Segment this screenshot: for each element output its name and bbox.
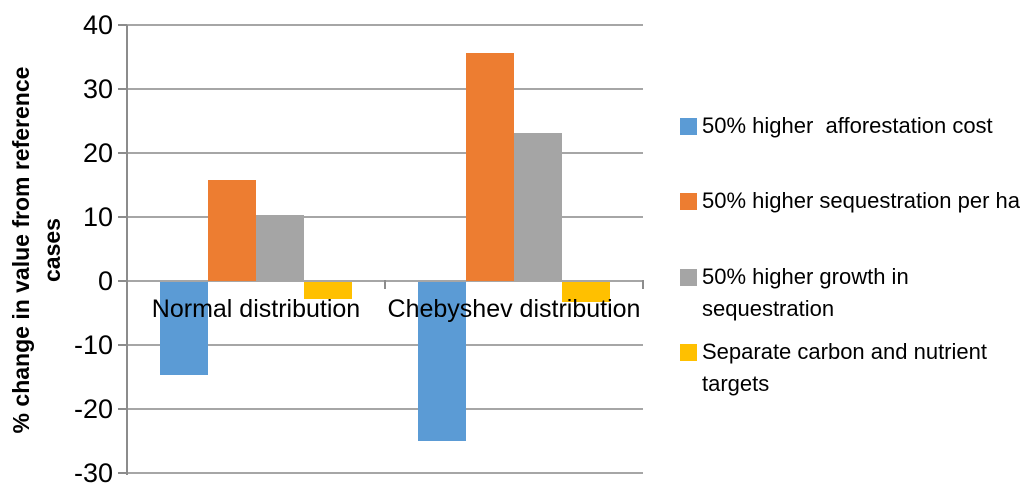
category-label: Chebyshev distribution [387,295,641,323]
y-axis-tick [118,280,127,282]
legend-item: 50% higher growth in sequestration [680,261,1022,325]
bar-series3-cat2 [514,132,562,281]
gridline [127,24,643,26]
legend-label: Separate carbon and nutrient targets [702,339,994,396]
legend-item: 50% higher afforestation cost [680,110,1022,142]
gridline [127,408,643,410]
y-axis-tick [118,152,127,154]
plot-area: 40 30 20 10 0 -10 -20 -30 Normal distribution Che… [74,10,644,488]
gridline [127,88,643,90]
legend-label: 50% higher sequestration per ha [702,188,1020,213]
bar-series1-cat2 [418,282,466,442]
bar-series1-cat1 [160,282,208,376]
y-axis-tick [118,472,127,474]
legend-swatch [680,118,697,135]
bar-series2-cat1 [208,179,256,281]
y-axis-tick [118,24,127,26]
y-tick-label: 40 [82,10,113,40]
y-axis-tick [118,344,127,346]
y-tick-label: 30 [82,74,113,104]
legend-label: 50% higher growth in sequestration [702,264,915,321]
y-tick-label: 20 [82,138,113,168]
category-label: Normal distribution [151,295,361,323]
category-axis-tick [642,280,644,289]
legend: 50% higher afforestation cost 50% higher … [680,0,1024,495]
y-axis-tick [118,408,127,410]
legend-label: 50% higher afforestation cost [702,113,993,138]
y-axis-tick [118,216,127,218]
y-axis-title-line1: % change in value from reference [8,66,34,434]
y-tick-label: -20 [73,394,113,424]
y-tick-label: -30 [73,458,113,488]
bar-series3-cat1 [256,215,304,281]
bar-series2-cat2 [466,53,514,281]
legend-swatch [680,269,697,286]
bar-series4-cat1 [304,282,352,299]
legend-swatch [680,344,697,361]
y-tick-label: 0 [97,266,113,296]
y-tick-label: -10 [73,330,113,360]
category-axis-tick [384,280,386,289]
legend-swatch [680,193,697,210]
gridline [127,152,643,154]
gridline [127,216,643,218]
y-tick-label: 10 [82,202,113,232]
y-axis-line [126,25,128,475]
y-axis-tick [118,88,127,90]
legend-item: Separate carbon and nutrient targets [680,336,1022,400]
gridline [127,472,643,474]
bar-series4-cat2 [562,282,610,302]
gridline [127,344,643,346]
legend-item: 50% higher sequestration per ha [680,185,1022,217]
